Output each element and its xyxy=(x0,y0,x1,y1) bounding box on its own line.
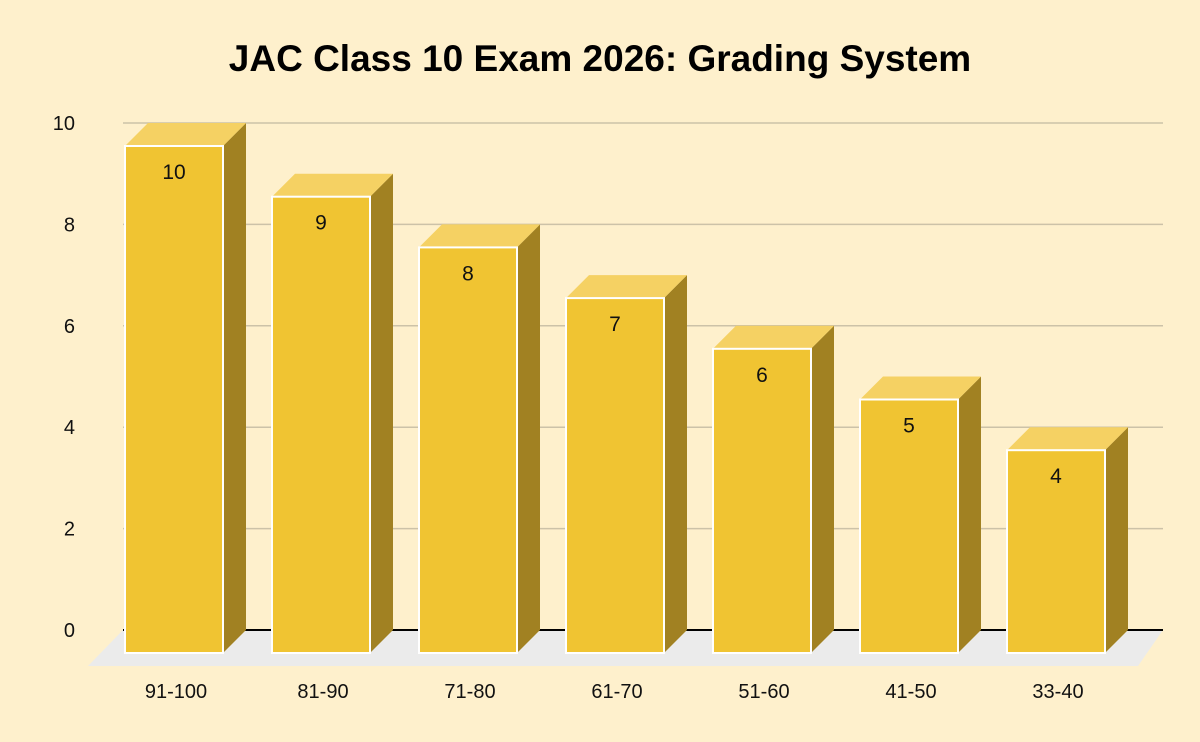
bar-side xyxy=(958,376,981,653)
bar-top xyxy=(272,173,393,197)
bar xyxy=(565,297,665,654)
bar xyxy=(124,145,224,654)
chart-title: JAC Class 10 Exam 2026: Grading System xyxy=(228,38,972,79)
x-tick-label: 91-100 xyxy=(145,681,207,703)
x-tick-label: 33-40 xyxy=(1032,681,1083,703)
data-label: 7 xyxy=(609,313,621,336)
data-label: 5 xyxy=(903,415,915,438)
bar-top xyxy=(419,224,540,248)
bar-top xyxy=(1007,427,1128,451)
bar-side xyxy=(370,173,393,653)
bar-top xyxy=(566,275,687,299)
bar xyxy=(418,246,518,654)
y-tick-label: 2 xyxy=(64,519,75,541)
bar xyxy=(712,347,812,654)
data-label: 10 xyxy=(162,161,185,184)
y-tick-label: 10 xyxy=(53,113,75,135)
bar xyxy=(271,195,371,654)
bar xyxy=(859,398,959,654)
x-tick-label: 81-90 xyxy=(297,681,348,703)
y-tick-label: 4 xyxy=(64,417,75,439)
data-label: 8 xyxy=(462,262,474,285)
bar xyxy=(1006,449,1106,655)
y-tick-label: 0 xyxy=(64,620,75,642)
bar-side xyxy=(517,224,540,653)
bar-side xyxy=(223,123,246,653)
bar-side xyxy=(664,275,687,653)
x-tick-label: 61-70 xyxy=(591,681,642,703)
bar-top xyxy=(125,123,246,146)
bar-side xyxy=(1105,427,1128,653)
data-label: 9 xyxy=(315,212,327,235)
y-tick-label: 8 xyxy=(64,214,75,236)
data-label: 4 xyxy=(1050,465,1062,488)
x-tick-label: 41-50 xyxy=(885,681,936,703)
bar-top xyxy=(713,325,834,349)
bar-side xyxy=(811,325,834,653)
x-tick-label: 51-60 xyxy=(738,681,789,703)
y-tick-label: 6 xyxy=(64,316,75,338)
x-tick-label: 71-80 xyxy=(444,681,495,703)
data-label: 6 xyxy=(756,364,768,387)
bar-top xyxy=(860,376,981,400)
